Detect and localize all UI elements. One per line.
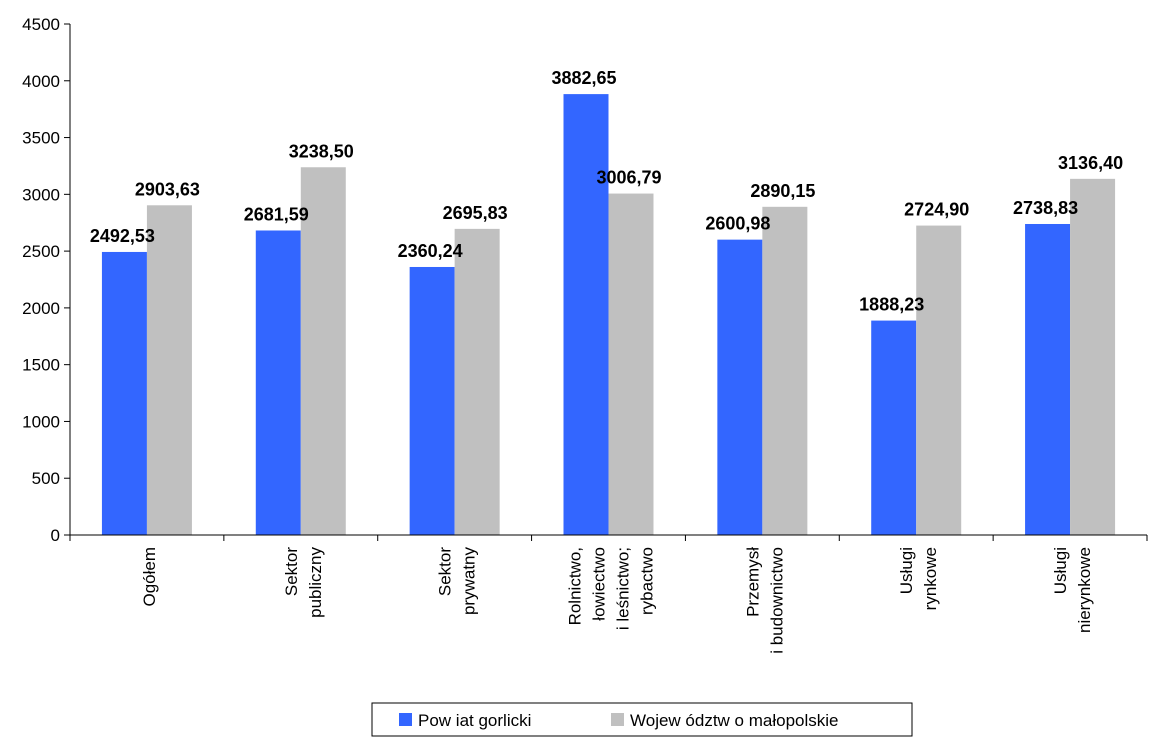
data-label-series-2-7: 3136,40 [1058, 153, 1123, 173]
y-tick-label: 1500 [22, 356, 60, 375]
bar-series-1-1 [101, 251, 147, 536]
y-tick-label: 3000 [22, 185, 60, 204]
legend-label-series-2: Wojew ództw o małopolskie [630, 711, 839, 730]
y-tick-label: 4500 [22, 15, 60, 34]
category-label-6: Usługi rynkowe [897, 547, 940, 610]
data-label-series-2-6: 2724,90 [904, 200, 969, 220]
y-tick-label: 2500 [22, 242, 60, 261]
bar-series-2-7 [1070, 178, 1116, 535]
category-label-2: Sektor publiczny [282, 547, 325, 618]
category-label-line: Usługi [897, 547, 916, 594]
legend-swatch-series-2 [611, 713, 624, 726]
bar-series-2-3 [454, 228, 500, 535]
data-label-series-1-7: 2738,83 [1013, 198, 1078, 218]
data-label-series-2-1: 2903,63 [135, 179, 200, 199]
bar-series-1-2 [255, 230, 301, 536]
bar-series-2-6 [916, 225, 962, 536]
data-label-series-1-4: 3882,65 [551, 68, 616, 88]
bar-series-1-5 [717, 239, 763, 535]
category-label-line: Rolnictwo, [566, 547, 585, 625]
data-labels: 2492,53 2903,63 2681,59 3238,50 2360,24 2695,… [90, 68, 1123, 314]
category-label-line: i leśnictwo; [614, 547, 633, 630]
y-tick-label: 0 [51, 526, 60, 545]
data-label-series-2-2: 3238,50 [289, 141, 354, 161]
bar-series-1-6 [871, 320, 917, 535]
data-label-series-1-2: 2681,59 [244, 204, 309, 224]
data-label-series-2-4: 3006,79 [596, 168, 661, 188]
category-label-line: publiczny [306, 547, 325, 618]
category-label-line: Przemysł [743, 547, 762, 617]
axis-ticks [64, 23, 1148, 541]
category-label-line: rynkowe [921, 547, 940, 610]
category-label-line: Sektor [436, 547, 455, 596]
category-label-line: nierynkowe [1075, 547, 1094, 633]
y-tick-label: 3500 [22, 129, 60, 148]
category-label-line: Usługi [1051, 547, 1070, 594]
y-axis-tick-labels: 0 500 1000 1500 2000 2500 3000 3500 4000 4500 [22, 15, 60, 545]
data-label-series-2-3: 2695,83 [443, 203, 508, 223]
bar-series-1-3 [409, 266, 455, 535]
data-label-series-1-5: 2600,98 [705, 214, 770, 234]
category-label-4: Rolnictwo, łowiectwo i leśnictwo; rybactwo [566, 547, 657, 630]
y-tick-label: 500 [32, 469, 60, 488]
data-label-series-1-6: 1888,23 [859, 295, 924, 315]
data-label-series-1-3: 2360,24 [398, 241, 463, 261]
category-label-line: łowiectwo [590, 547, 609, 621]
legend-swatch-series-1 [399, 713, 412, 726]
category-label-line: prywatny [460, 547, 479, 616]
y-tick-label: 1000 [22, 412, 60, 431]
y-tick-label: 4000 [22, 72, 60, 91]
bars [101, 94, 1116, 536]
x-axis-category-labels: Ogółem Sektor publiczny Sektor prywatny Rolni… [140, 547, 1094, 654]
bar-series-1-4 [563, 94, 609, 536]
bar-series-2-2 [300, 167, 346, 535]
legend-box [371, 702, 913, 737]
legend-label-series-1: Pow iat gorlicki [418, 711, 531, 730]
category-label-5: Przemysł i budownictwo [743, 547, 786, 654]
y-tick-label: 2000 [22, 299, 60, 318]
bar-series-2-1 [146, 205, 192, 536]
legend: Pow iat gorlicki Wojew ództw o małopolsk… [371, 702, 913, 737]
data-label-series-2-5: 2890,15 [750, 181, 815, 201]
category-label-line: Sektor [282, 547, 301, 596]
category-label-line: i budownictwo [767, 547, 786, 654]
category-label-7: Usługi nierynkowe [1051, 547, 1094, 633]
category-label-line: rybactwo [638, 547, 657, 615]
bar-series-2-5 [762, 206, 808, 535]
bar-series-1-7 [1025, 223, 1071, 535]
bar-series-2-4 [608, 193, 654, 535]
category-label-3: Sektor prywatny [436, 547, 479, 616]
data-label-series-1-1: 2492,53 [90, 226, 155, 246]
category-label-line: Ogółem [140, 547, 159, 607]
category-label-1: Ogółem [140, 547, 159, 607]
